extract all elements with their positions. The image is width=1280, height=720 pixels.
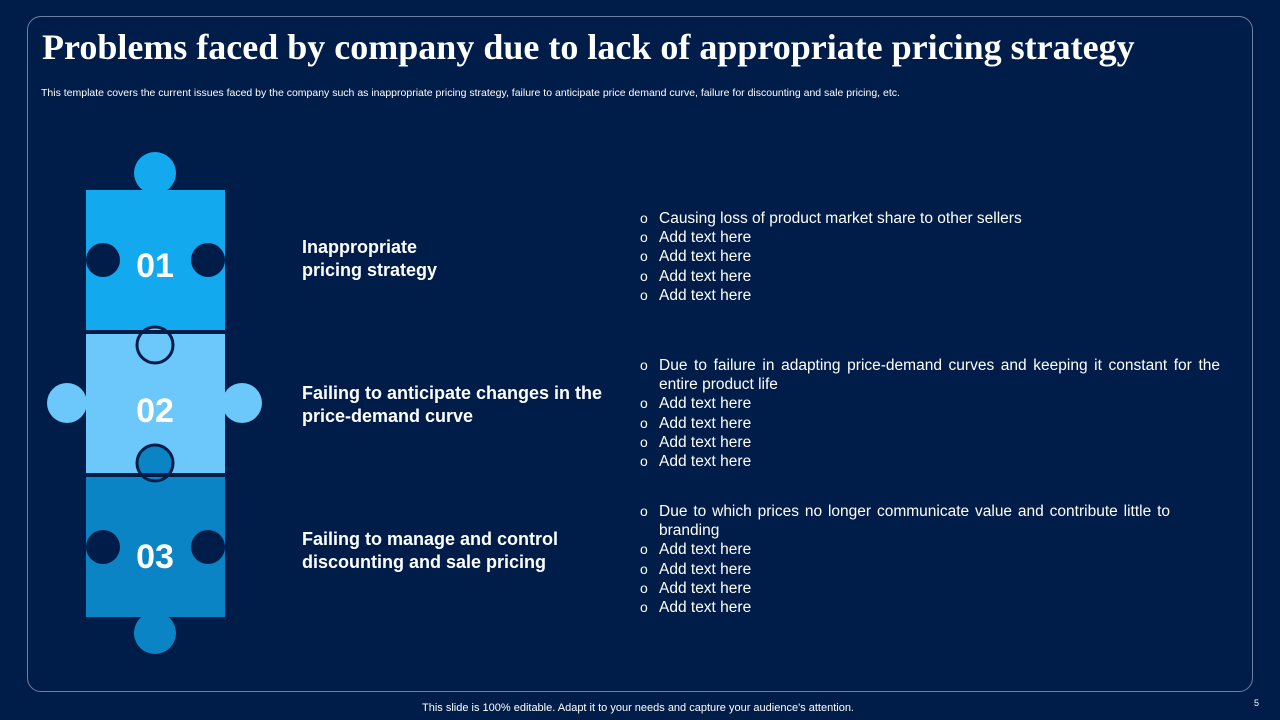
page-title: Problems faced by company due to lack of… [42, 27, 1135, 67]
puzzle-connectors [135, 325, 175, 483]
puzzle-graphic [47, 152, 262, 654]
list-item: Add text here [640, 414, 1220, 433]
list-item: Add text here [640, 228, 1220, 247]
item-number-3: 03 [136, 538, 174, 576]
bullet-list-1: Causing loss of product market share to … [640, 209, 1220, 305]
list-item: Add text here [640, 286, 1220, 305]
list-item: Add text here [640, 247, 1220, 266]
bullet-list-2: Due to failure in adapting price-demand … [640, 356, 1220, 471]
puzzle-piece-1 [86, 152, 225, 331]
item-number-2: 02 [136, 392, 174, 430]
list-item: Due to failure in adapting price-demand … [640, 356, 1220, 394]
list-item: Add text here [640, 433, 1220, 452]
item-number-1: 01 [136, 247, 174, 285]
item-heading-1: Inappropriate pricing strategy [302, 237, 438, 280]
list-item: Add text here [640, 579, 1170, 598]
item-heading-2: Failing to anticipate changes in the pri… [302, 383, 603, 426]
list-item: Due to which prices no longer communicat… [640, 502, 1170, 540]
footer-note: This slide is 100% editable. Adapt it to… [422, 702, 854, 714]
page-number: 5 [1254, 698, 1260, 708]
slide-frame [27, 16, 1253, 692]
list-item: Add text here [640, 560, 1170, 579]
list-item: Causing loss of product market share to … [640, 209, 1220, 228]
page-subtitle: This template covers the current issues … [41, 87, 900, 99]
list-item: Add text here [640, 598, 1170, 617]
item-heading-3: Failing to manage and control discountin… [302, 529, 559, 572]
list-item: Add text here [640, 540, 1170, 559]
list-item: Add text here [640, 452, 1220, 471]
puzzle-notches [86, 243, 225, 564]
bullet-list-3: Due to which prices no longer communicat… [640, 502, 1170, 617]
list-item: Add text here [640, 394, 1220, 413]
list-item: Add text here [640, 267, 1220, 286]
